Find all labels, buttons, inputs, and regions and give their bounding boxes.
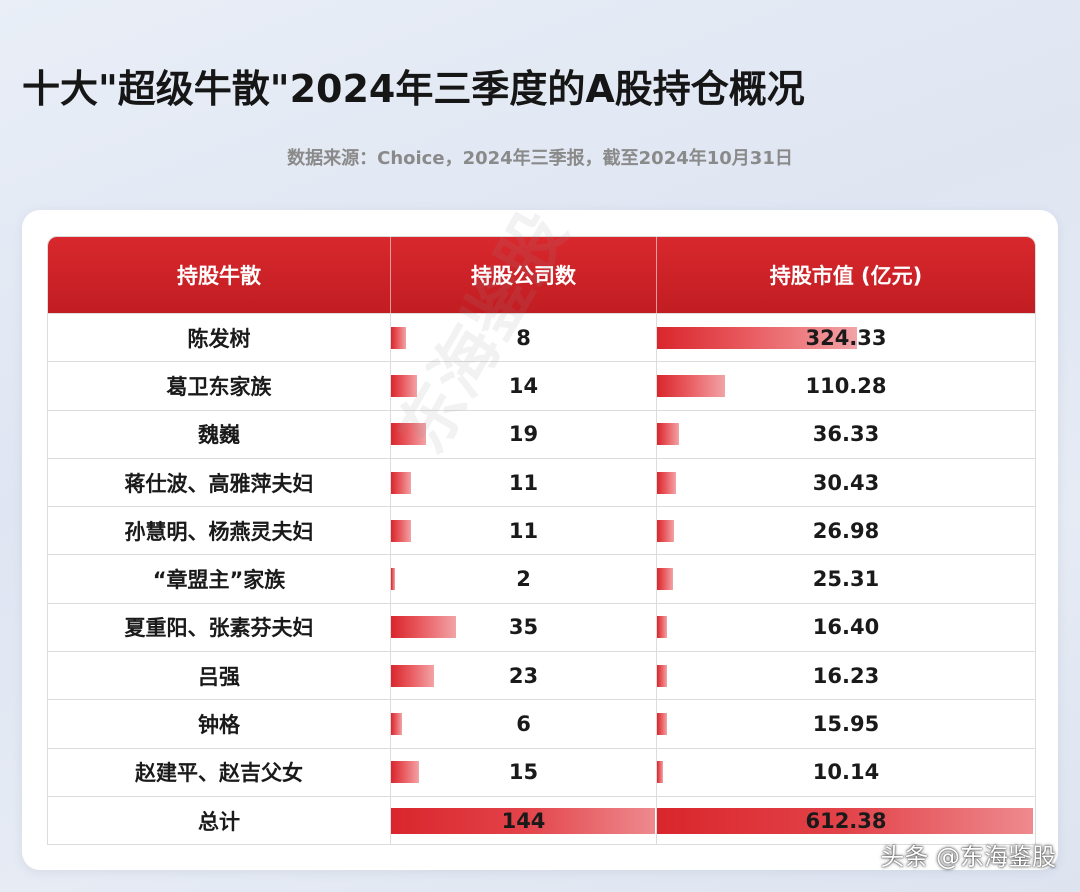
market-value-cell: 15.95 [657,700,1035,747]
total-row: 总计 144 612.38 [48,795,1035,845]
market-value-cell: 110.28 [657,362,1035,409]
company-count-bar [391,568,395,591]
header-investor: 持股牛散 [48,237,391,313]
market-value-bar [657,568,673,591]
investor-name: 吕强 [48,652,391,700]
company-count-cell: 6 [391,700,657,748]
company-count-bar [391,761,419,784]
market-value-value: 16.23 [812,663,880,688]
company-count-cell: 14 [391,362,657,410]
table-row: 陈发树 8 324.33 [48,313,1035,362]
company-count-value: 8 [516,325,531,350]
company-count-bar [391,326,406,349]
market-value-cell: 36.33 [657,411,1035,458]
market-value-bar [657,616,667,639]
table-row: 夏重阳、张素芬夫妇 35 16.40 [48,602,1035,652]
company-count-bar [391,807,655,834]
market-value-bar [657,664,667,687]
table-row: 吕强 23 16.23 [48,651,1035,700]
company-count-bar [391,616,456,639]
company-count-value: 2 [516,567,531,592]
market-value-bar [657,713,667,736]
company-count-cell: 8 [391,314,657,362]
market-value-bar [657,761,663,784]
company-count-value: 144 [501,808,546,833]
market-value-bar [657,423,679,446]
company-count-bar [391,471,411,494]
market-value-value: 110.28 [805,373,887,398]
investor-name: 蒋仕波、高雅萍夫妇 [48,458,391,507]
data-source-note: 数据来源：Choice，2024年三季报，截至2024年10月31日 [287,148,793,169]
table-row: 孙慧明、杨燕灵夫妇 11 26.98 [48,506,1035,555]
market-value-bar [657,326,857,349]
header-market-value: 持股市值 (亿元) [769,264,923,288]
market-value-value: 15.95 [812,712,880,737]
investor-name: 魏巍 [48,410,391,458]
table-row: 蒋仕波、高雅萍夫妇 11 30.43 [48,457,1035,507]
company-count-value: 19 [508,422,539,447]
company-count-cell: 19 [391,410,657,458]
page-title: 十大"超级牛散"2024年三季度的A股持仓概况 [22,67,805,111]
total-label: 总计 [48,796,391,845]
header-company-count: 持股公司数 [391,237,657,313]
table-body: 陈发树 8 324.33 葛卫东家族 14 110.28 魏巍 19 36.33 蒋仕波、高雅萍夫… [48,313,1035,845]
market-value-cell: 16.23 [657,652,1035,699]
market-value-bar [657,519,674,542]
table-row: 钟格 6 15.95 [48,699,1035,748]
investor-name: 夏重阳、张素芬夫妇 [48,603,391,652]
investor-name: 孙慧明、杨燕灵夫妇 [48,507,391,555]
market-value-value: 10.14 [812,760,880,785]
company-count-value: 14 [508,373,539,398]
credit-watermark: 头条 @东海鉴股 [880,843,1056,871]
market-value-cell: 16.40 [657,604,1035,651]
market-value-value: 16.40 [812,615,880,640]
company-count-value: 15 [508,760,539,785]
company-count-bar [391,519,411,542]
market-value-bar [657,374,725,397]
company-count-bar [391,374,417,397]
company-count-value: 11 [508,518,539,543]
market-value-cell: 30.43 [657,459,1035,506]
investor-name: 钟格 [48,700,391,748]
company-count-cell: 11 [391,458,657,507]
investor-name: 陈发树 [48,314,391,362]
company-count-value: 11 [508,470,539,495]
market-value-value: 30.43 [812,470,880,495]
company-count-value: 23 [508,663,539,688]
market-value-value: 612.38 [805,808,887,833]
company-count-cell: 15 [391,748,657,796]
company-count-cell: 144 [391,796,657,845]
market-value-value: 26.98 [812,518,880,543]
market-value-value: 324.33 [805,325,887,350]
company-count-bar [391,713,402,736]
table-header: 持股牛散 持股公司数 持股市值 (亿元) [48,237,1035,313]
market-value-value: 36.33 [812,422,880,447]
market-value-cell: 25.31 [657,555,1035,602]
market-value-cell: 612.38 [657,797,1035,844]
company-count-cell: 23 [391,652,657,700]
company-count-cell: 11 [391,507,657,555]
market-value-cell: 10.14 [657,749,1035,796]
market-value-bar [657,471,676,494]
investor-name: 葛卫东家族 [48,362,391,410]
investor-name: 赵建平、赵吉父女 [48,748,391,796]
holdings-table: 持股牛散 持股公司数 持股市值 (亿元) 陈发树 8 324.33 葛卫东家族 14 11… [47,236,1036,846]
table-row: 葛卫东家族 14 110.28 [48,361,1035,410]
market-value-bar [657,807,1033,834]
market-value-value: 25.31 [812,567,880,592]
company-count-value: 35 [508,615,539,640]
market-value-cell: 26.98 [657,507,1035,554]
company-count-bar [391,664,434,687]
market-value-cell: 324.33 [657,314,1035,361]
company-count-value: 6 [516,712,531,737]
company-count-cell: 35 [391,603,657,652]
company-count-cell: 2 [391,555,657,603]
table-row: “章盟主”家族 2 25.31 [48,554,1035,603]
company-count-bar [391,423,426,446]
investor-name: “章盟主”家族 [48,555,391,603]
table-row: 魏巍 19 36.33 [48,409,1035,458]
table-row: 赵建平、赵吉父女 15 10.14 [48,747,1035,796]
